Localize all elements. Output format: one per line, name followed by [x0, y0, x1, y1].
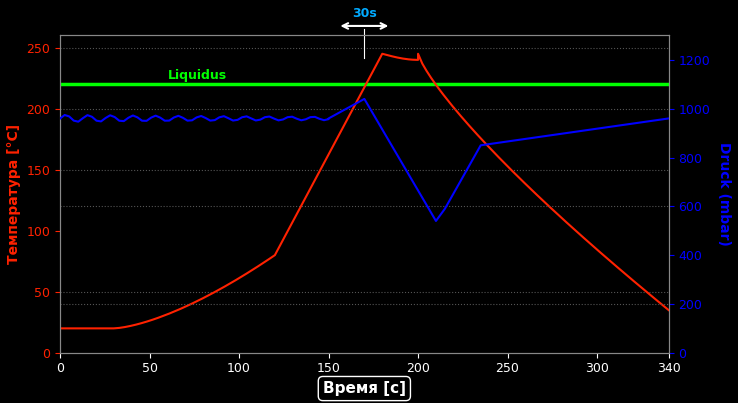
Text: 30s: 30s [352, 6, 376, 20]
Text: Liquidus: Liquidus [168, 69, 227, 82]
Y-axis label: Температура [°C]: Температура [°C] [7, 124, 21, 264]
X-axis label: Время [c]: Время [c] [323, 381, 406, 396]
Y-axis label: Druck (mbar): Druck (mbar) [717, 142, 731, 246]
